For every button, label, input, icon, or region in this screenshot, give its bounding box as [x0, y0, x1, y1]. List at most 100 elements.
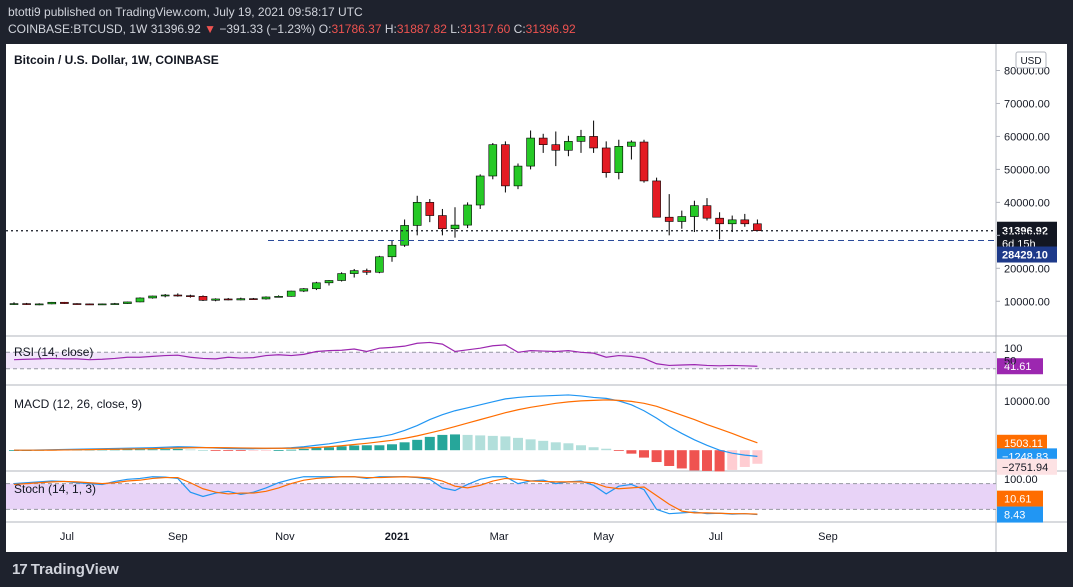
candle-body	[173, 294, 183, 297]
published-line: btotti9 published on TradingView.com, Ju…	[8, 5, 363, 19]
y-tick-label: 20000.00	[1004, 263, 1050, 275]
macd-histogram-bar	[702, 450, 712, 471]
x-tick-label: Sep	[818, 531, 838, 543]
stoch-tick-label: 100.00	[1004, 474, 1038, 486]
candle-body	[286, 290, 296, 297]
candle-body	[186, 295, 195, 297]
macd-histogram-bar	[185, 449, 196, 451]
macd-histogram-bar	[487, 435, 498, 451]
currency-badge[interactable]	[1015, 51, 1047, 69]
macd-histogram-bar	[298, 448, 309, 451]
candle-body	[362, 270, 372, 273]
candle-body	[501, 144, 510, 187]
x-tick-label: 2021	[385, 531, 409, 543]
macd-histogram-bar	[639, 450, 649, 458]
down-arrow-icon: ▼	[204, 22, 216, 36]
macd-histogram-bar	[412, 439, 423, 451]
macd-histogram-bar	[160, 449, 171, 451]
candle-body	[349, 270, 359, 274]
macd-histogram-bar	[601, 448, 612, 451]
last-price-value: 31396.92	[150, 22, 201, 36]
candle-body	[589, 136, 598, 149]
tradingview-brand[interactable]: 17 TradingView	[12, 561, 119, 578]
candle-body	[387, 244, 397, 258]
candle-body	[110, 303, 120, 305]
rsi-band	[6, 352, 996, 369]
macd-histogram-bar	[525, 439, 536, 451]
candle-body	[664, 216, 674, 222]
y-tick-label: 40000.00	[1004, 197, 1050, 209]
macd-histogram-bar	[752, 450, 763, 464]
chart-area[interactable]: 31396.92 6d 15h 28429.10 41.61 1503.11 −1248…	[6, 44, 1067, 552]
candle-body	[753, 223, 762, 232]
open-value: 31786.37	[331, 22, 382, 36]
candle-body	[274, 296, 283, 298]
open-label: O:	[318, 22, 332, 36]
macd-histogram-bar	[714, 450, 725, 472]
rsi-line	[13, 341, 758, 367]
currency-label: USD	[1020, 56, 1041, 67]
candle-body	[438, 215, 447, 230]
macd-histogram-bar	[689, 450, 700, 471]
macd-hist-badge	[997, 458, 1057, 475]
macd-histogram-bar	[424, 436, 435, 451]
candle-body	[488, 144, 498, 177]
macd-histogram-bar	[324, 447, 334, 451]
candle-body	[601, 147, 611, 173]
candle-body	[463, 204, 472, 226]
candle-body	[223, 298, 233, 301]
candle-body	[690, 205, 699, 217]
macd-histogram-bar	[210, 450, 221, 451]
macd-histogram-bar	[122, 449, 133, 451]
candle-body	[564, 141, 573, 151]
macd-histogram-bar	[651, 450, 662, 463]
x-tick-label: Jul	[60, 531, 74, 543]
header-bar: btotti9 published on TradingView.com, Ju…	[0, 0, 1073, 42]
macd-value-label: 1503.11	[1004, 438, 1043, 450]
candle-body	[236, 298, 246, 301]
macd-histogram-bar	[135, 449, 145, 451]
macd-histogram-bar	[172, 448, 183, 451]
candle-body	[652, 180, 661, 218]
candle-body	[299, 288, 309, 292]
tradingview-logo-icon: 17	[12, 561, 28, 578]
candle-body	[22, 303, 31, 305]
macd-histogram-bar	[538, 440, 549, 451]
high-label: H:	[384, 22, 397, 36]
stoch-k-line	[13, 476, 758, 516]
x-tick-label: Sep	[168, 531, 188, 543]
macd-histogram-bar	[223, 450, 234, 451]
candle-body	[123, 301, 132, 304]
rsi-value-label: 41.61	[1004, 361, 1032, 373]
macd-histogram-bar	[450, 434, 460, 451]
macd-histogram-bar	[513, 437, 523, 451]
candle-body	[85, 303, 94, 306]
symbol-label: COINBASE:BTCUSD, 1W	[8, 22, 148, 36]
candle-body	[211, 298, 220, 301]
brand-label: TradingView	[30, 561, 119, 578]
support-badge-label: 28429.10	[1002, 250, 1048, 262]
candle-body	[551, 144, 561, 151]
last-price-badge-label: 31396.92	[1002, 226, 1048, 238]
macd-histogram-bar	[361, 445, 372, 451]
stoch-d-line	[13, 476, 758, 515]
macd-histogram-bar	[550, 442, 561, 451]
footer-bar: 17 TradingView	[0, 552, 1073, 587]
candle-body	[677, 216, 687, 222]
rsi-tick-label: 100	[1004, 343, 1022, 355]
macd-histogram-bar	[286, 449, 297, 451]
candle-body	[249, 298, 258, 300]
candle-body	[526, 137, 535, 167]
macd-histogram-bar	[261, 450, 271, 451]
macd-histogram-bar	[613, 450, 624, 451]
quote-line: COINBASE:BTCUSD, 1W 31396.92 ▼ −391.33 (…	[8, 22, 576, 36]
low-value: 31317.60	[460, 22, 511, 36]
candle-body	[34, 303, 44, 306]
candle-body	[198, 296, 208, 301]
candle-body	[135, 297, 145, 303]
candle-body	[740, 219, 750, 225]
macd-label: MACD (12, 26, close, 9)	[14, 397, 142, 411]
macd-histogram-bar	[475, 435, 486, 451]
macd-histogram-bar	[563, 443, 574, 451]
